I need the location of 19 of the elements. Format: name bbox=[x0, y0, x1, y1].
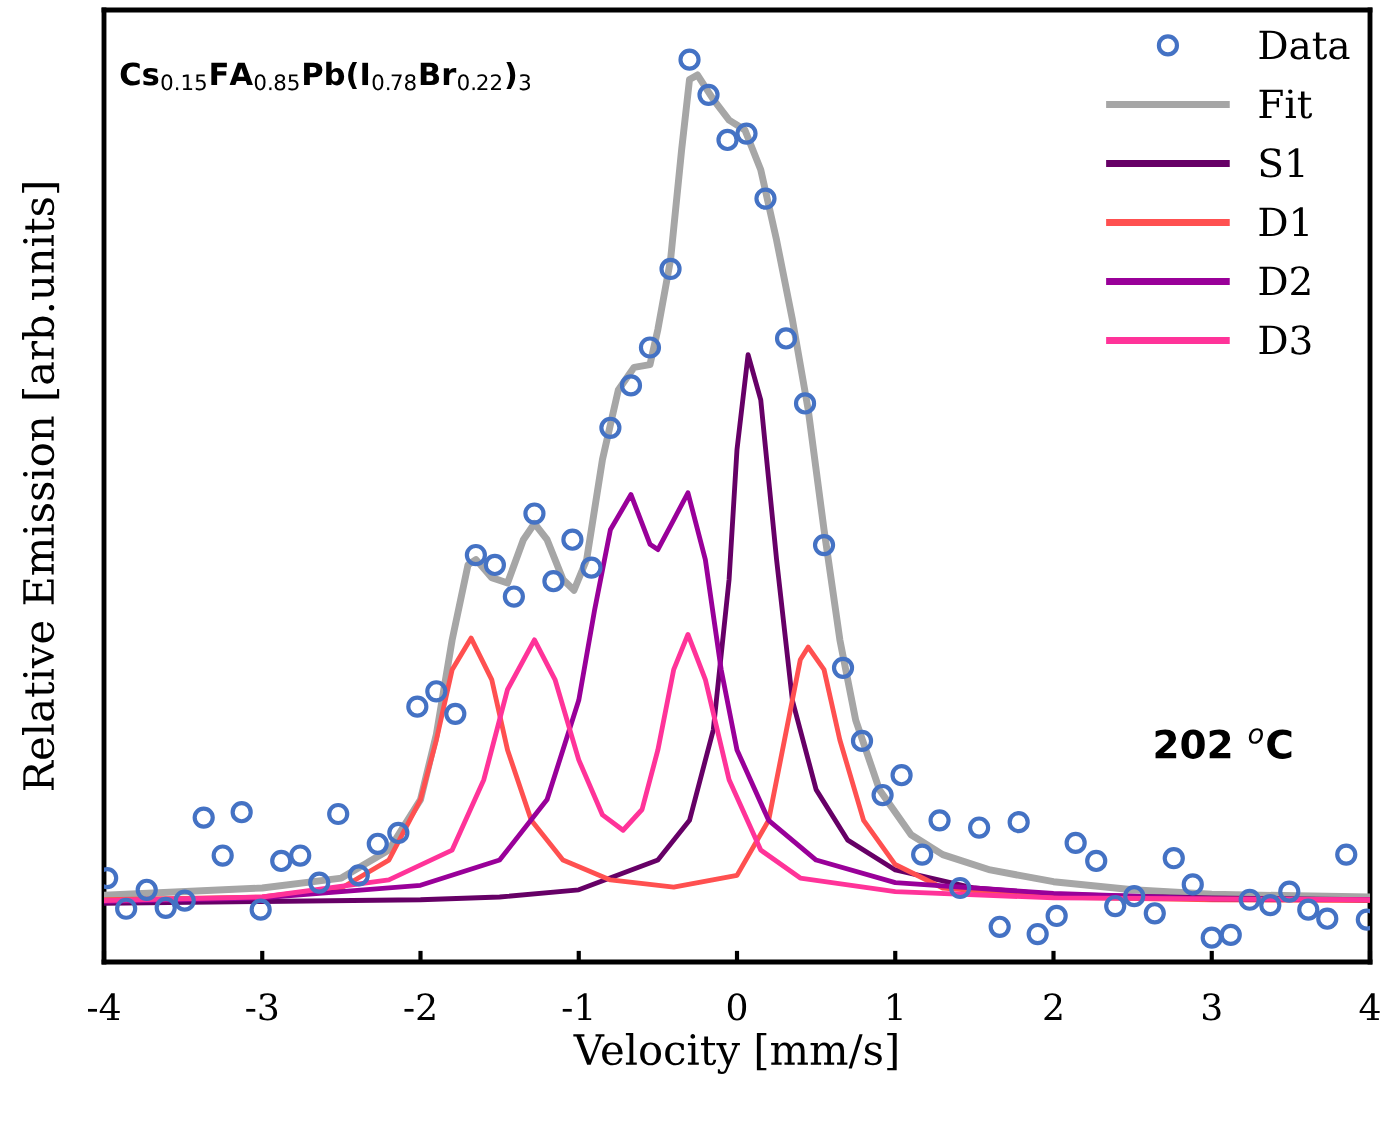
legend-label: Data bbox=[1259, 30, 1350, 60]
x-tick-label: -3 bbox=[246, 993, 278, 1021]
x-tick-label: 3 bbox=[1203, 993, 1221, 1021]
x-tick-label: 0 bbox=[727, 993, 747, 1021]
x-tick-label: 2 bbox=[1044, 993, 1062, 1020]
legend-label: D2 bbox=[1259, 266, 1310, 296]
legend-label: S1 bbox=[1260, 148, 1304, 178]
x-tick-label: 4 bbox=[1359, 993, 1380, 1020]
legend-label: D1 bbox=[1259, 207, 1308, 237]
legend-label: Fit bbox=[1259, 89, 1313, 119]
text: Cs$_{0.15}$FA$_{0.85}$Pb(I$_{0.78}$Br$_{0.22}$)$_{3}$ bbox=[120, 61, 531, 91]
legend-label: D3 bbox=[1259, 325, 1311, 355]
x-axis-title: Velocity [mm/s] bbox=[573, 1033, 897, 1074]
y-axis-title: Relative Emission [arb.units] bbox=[22, 183, 60, 790]
annotation: 202 $^{o}$C bbox=[1155, 728, 1292, 759]
x-tick-label: -2 bbox=[404, 993, 435, 1020]
x-tick-label: -4 bbox=[88, 993, 120, 1020]
x-tick-label: 1 bbox=[888, 993, 902, 1020]
x-tick-label: -1 bbox=[562, 993, 592, 1020]
